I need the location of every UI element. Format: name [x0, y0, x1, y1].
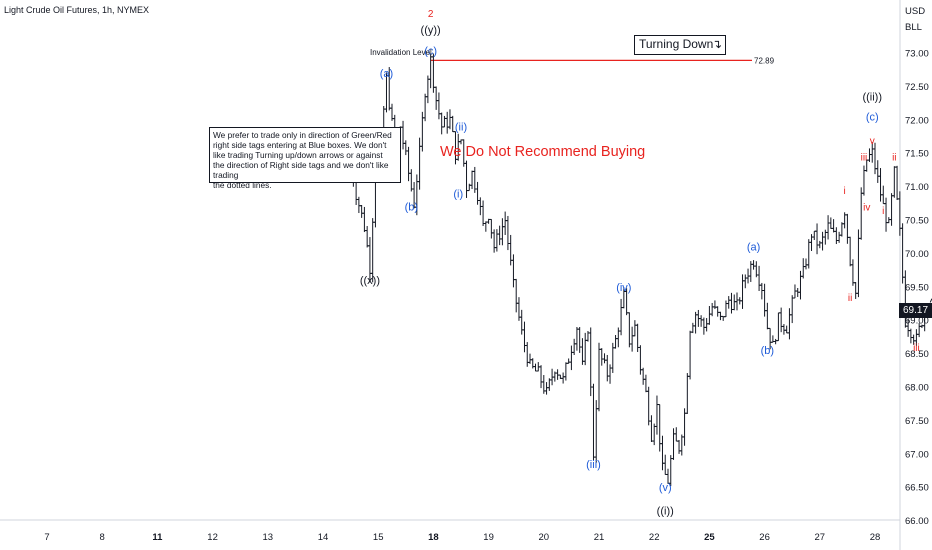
wave-label: ii — [892, 153, 896, 164]
y-tick-label: 71.00 — [905, 182, 929, 193]
wave-label: ii — [848, 293, 852, 304]
wave-label: (a) — [747, 242, 760, 254]
y-tick-label: 67.00 — [905, 449, 929, 460]
wave-label: iii — [913, 343, 920, 354]
unit-label: BLL — [905, 22, 922, 33]
note-line: right side tags entering at Blue boxes. … — [213, 140, 387, 150]
y-tick-label: 70.00 — [905, 249, 929, 260]
wave-label: (b) — [761, 345, 774, 357]
x-tick-label: 21 — [594, 532, 605, 543]
wave-label: (ii) — [455, 122, 467, 134]
x-tick-label: 15 — [373, 532, 384, 543]
y-tick-label: 66.00 — [905, 516, 929, 527]
x-tick-label: 12 — [207, 532, 218, 543]
wave-label: ((y)) — [421, 25, 441, 37]
wave-label: (i) — [453, 188, 463, 200]
x-tick-label: 7 — [44, 532, 49, 543]
x-tick-label: 22 — [649, 532, 660, 543]
wave-label: ((x)) — [360, 275, 380, 287]
y-tick-label: 73.00 — [905, 49, 929, 60]
wave-label: ((i)) — [657, 506, 674, 518]
x-tick-label: 26 — [759, 532, 770, 543]
wave-label: (iii) — [586, 459, 601, 471]
y-tick-label: 70.50 — [905, 216, 929, 227]
current-price-tag: 69.17 — [899, 303, 932, 318]
turning-down-box: Turning Down ↴ — [634, 35, 726, 55]
y-tick-label: 68.50 — [905, 349, 929, 360]
wave-label: ((ii)) — [862, 91, 882, 103]
trading-note-box: We prefer to trade only in direction of … — [209, 127, 401, 190]
note-line: We prefer to trade only in direction of … — [213, 130, 392, 140]
x-tick-label: 8 — [100, 532, 105, 543]
wave-label: (a) — [380, 68, 393, 80]
note-line: the direction of Right side tags and we … — [213, 160, 389, 180]
wave-label: (iv) — [616, 282, 631, 294]
y-tick-label: 71.50 — [905, 149, 929, 160]
x-tick-label: 20 — [539, 532, 550, 543]
x-tick-label: 27 — [815, 532, 826, 543]
x-tick-label: 11 — [152, 532, 163, 543]
y-tick-label: 68.00 — [905, 383, 929, 394]
note-line: the dotted lines. — [213, 180, 272, 190]
y-tick-label: 69.50 — [905, 282, 929, 293]
y-tick-label: 72.50 — [905, 82, 929, 93]
x-tick-label: 18 — [428, 532, 439, 543]
y-tick-label: 67.50 — [905, 416, 929, 427]
turning-down-label: Turning Down — [639, 37, 714, 51]
warning-text: We Do Not Recommend Buying — [440, 144, 646, 160]
wave-label: (v) — [659, 482, 672, 494]
y-tick-label: 72.00 — [905, 115, 929, 126]
trend-down-arrow-icon: ↴ — [711, 37, 722, 51]
y-tick-label: 69.00 — [905, 316, 929, 327]
invalidation-value: 72.89 — [754, 56, 775, 65]
wave-label: 2 — [428, 9, 434, 20]
x-tick-label: 25 — [704, 532, 715, 543]
wave-label: i — [882, 206, 884, 217]
x-tick-label: 28 — [870, 532, 881, 543]
x-tick-label: 19 — [483, 532, 494, 543]
wave-label: iii — [861, 153, 868, 164]
x-tick-label: 13 — [263, 532, 274, 543]
currency-label[interactable]: USD — [905, 6, 926, 17]
chart-header-title: Light Crude Oil Futures, 1h, NYMEX — [4, 5, 150, 15]
wave-label: iv — [863, 203, 870, 214]
note-line: like trading Turning up/down arrows or a… — [213, 150, 383, 160]
wave-label: (c) — [866, 111, 879, 123]
invalidation-level-label: Invalidation Level — [370, 48, 432, 57]
wave-label: v — [870, 136, 875, 147]
wave-label: (c) — [424, 45, 437, 57]
y-tick-label: 66.50 — [905, 483, 929, 494]
wave-label: (b) — [405, 202, 418, 214]
x-tick-label: 14 — [318, 532, 329, 543]
wave-label: i — [844, 186, 846, 197]
